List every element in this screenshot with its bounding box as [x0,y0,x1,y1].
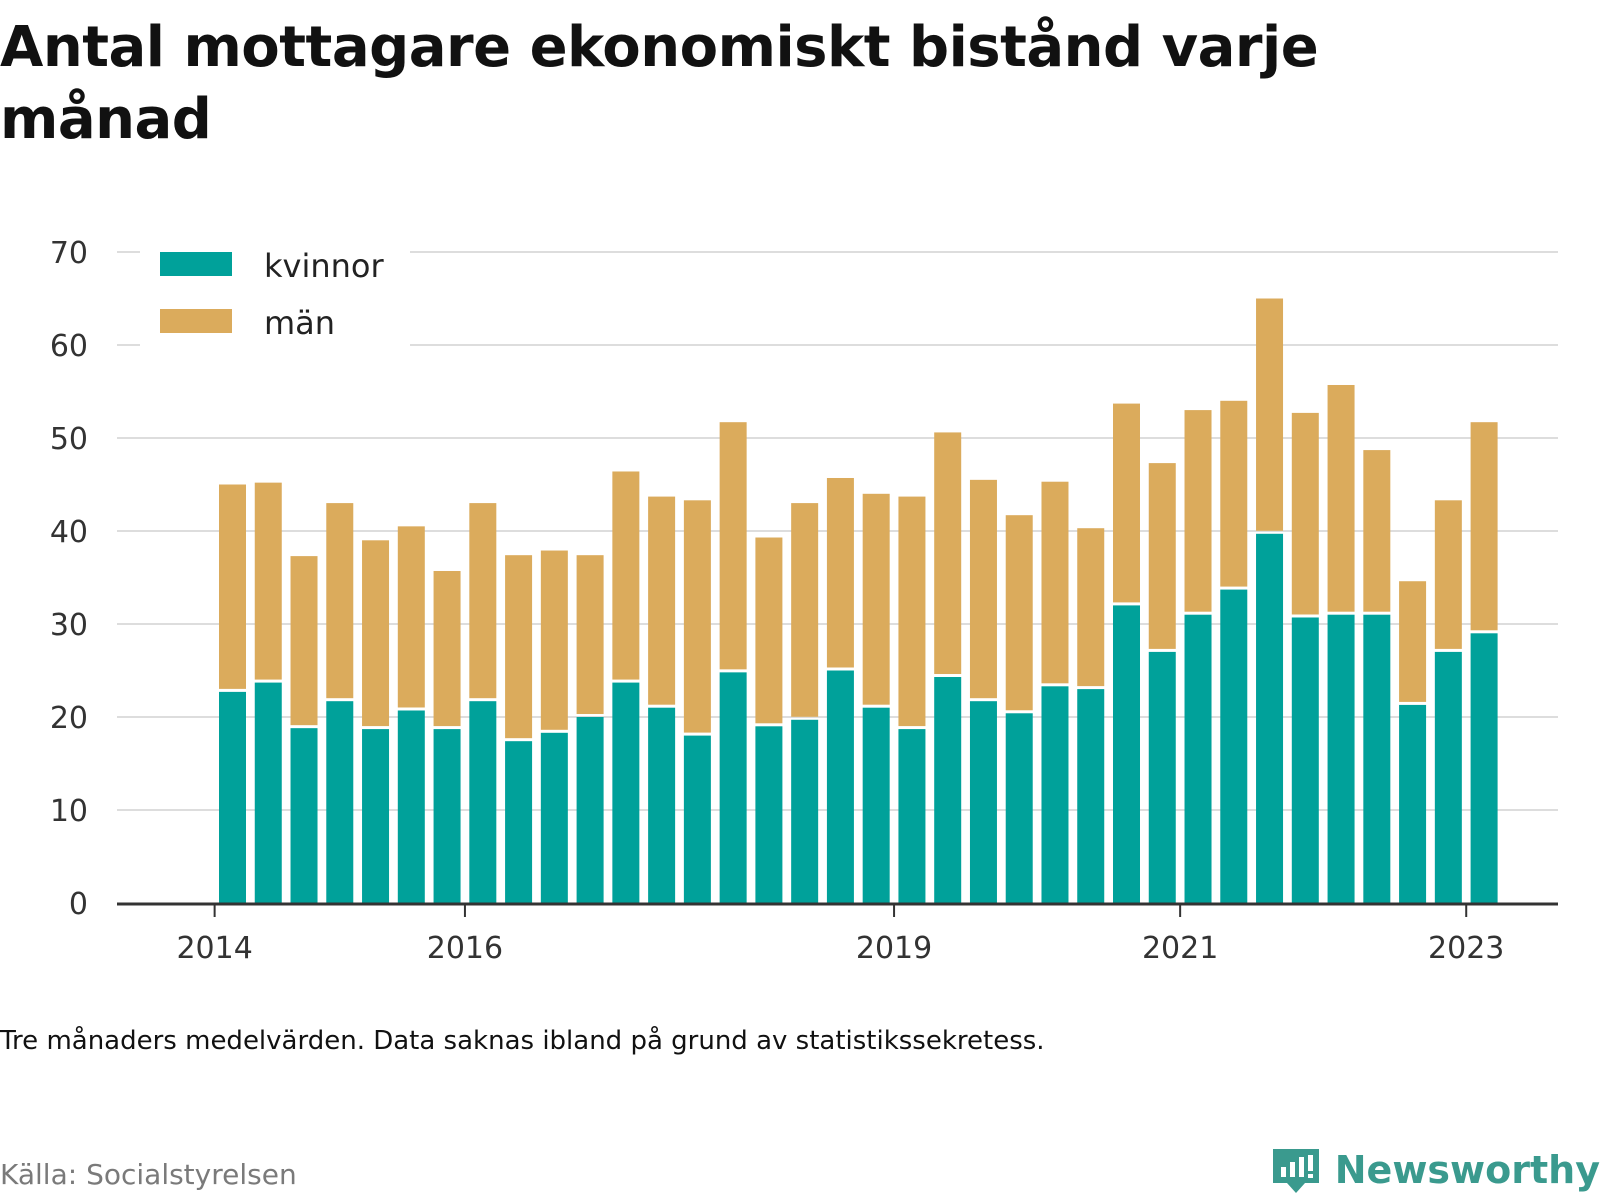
bar-kvinnor [969,701,997,903]
x-tick-label: 2016 [427,931,503,966]
bar-man [1113,403,1140,603]
bar-kvinnor [934,677,962,903]
legend-label-man: män [264,304,335,342]
bar-kvinnor [1005,713,1033,903]
bar-man [326,503,354,699]
bar-man [254,482,282,680]
newsworthy-icon [1272,1149,1319,1193]
bar-kvinnor [1291,617,1319,903]
bar-kvinnor [826,670,854,903]
legend-swatch-man [160,309,232,333]
brand-name: Newsworthy [1334,1148,1600,1192]
bar-kvinnor [469,701,497,903]
legend-swatch-kvinnor [160,252,232,276]
bar-man [969,479,997,699]
bar-kvinnor [397,710,425,903]
brand-logo: Newsworthy [1271,1145,1600,1195]
bar-man [898,496,926,727]
bar-kvinnor [1077,689,1105,903]
bar-kvinnor [1363,614,1391,903]
bar-man [1327,384,1355,612]
bar-man [1041,481,1069,684]
bar-man [362,540,390,727]
chart-note: Tre månaders medelvärden. Data saknas ib… [0,1026,1045,1056]
y-tick-label: 30 [50,608,88,643]
bar-man [505,555,533,739]
bar-kvinnor [1256,533,1284,903]
bar-man [1220,400,1248,587]
bar-man [1399,581,1427,702]
bar-kvinnor [791,719,819,903]
x-tick-label: 2023 [1428,931,1504,966]
bar-kvinnor [755,726,783,903]
bar-man [683,500,711,733]
bar-kvinnor [1327,614,1355,903]
bar-kvinnor [1470,633,1498,903]
y-tick-label: 60 [50,329,88,364]
chart-title: Antal mottagare ekonomiskt bistånd varje… [0,15,1319,152]
bar-man [1434,500,1462,649]
bar-kvinnor [540,732,568,903]
bar-man [397,526,425,708]
bar-man [612,471,640,680]
stacked-bar-chart: 0 10 20 30 40 50 60 70 2014 2016 2019 2021 2023 kvin… [49,230,1558,966]
axes: 0 10 20 30 40 50 60 70 2014 2016 2019 2021 2023 [50,236,1558,966]
bar-man [1077,528,1105,687]
bar-man [219,484,246,689]
bar-man [934,432,962,675]
bar-man [1184,410,1212,612]
legend: kvinnor män [140,230,410,348]
bar-man [719,422,747,670]
bar-man [469,503,497,699]
bar-kvinnor [576,717,604,903]
bar-man [1256,298,1284,531]
bar-kvinnor [254,682,282,903]
y-tick-label: 70 [50,236,88,271]
bar-kvinnor [1220,589,1248,903]
y-tick-label: 50 [50,422,88,457]
bars [219,298,1498,903]
bar-kvinnor [290,728,318,903]
bar-man [755,537,783,724]
y-tick-label: 40 [50,515,88,550]
bar-man [862,493,890,705]
bar-kvinnor [1113,605,1140,903]
bar-man [1470,422,1498,631]
bar-kvinnor [612,682,640,903]
bar-kvinnor [1434,651,1462,903]
bar-man [1148,463,1176,649]
bar-man [648,496,676,705]
bar-kvinnor [505,741,533,903]
y-tick-label: 20 [50,701,88,736]
legend-label-kvinnor: kvinnor [264,247,385,285]
bar-man [290,556,318,726]
bar-man [540,550,568,730]
bar-kvinnor [326,701,354,903]
x-tick-label: 2014 [176,931,252,966]
bar-kvinnor [1148,651,1176,903]
y-tick-label: 10 [50,794,88,829]
x-tick-label: 2019 [856,931,932,966]
bar-man [1291,412,1319,615]
source-text: Källa: Socialstyrelsen [0,1158,297,1191]
bar-man [791,503,819,717]
bar-kvinnor [719,672,747,903]
y-tick-label: 0 [69,887,88,922]
bar-kvinnor [683,735,711,903]
bar-kvinnor [898,729,926,903]
bar-man [826,477,854,668]
bar-kvinnor [1184,614,1212,903]
x-tick-label: 2021 [1142,931,1218,966]
bar-man [1005,515,1033,711]
bar-kvinnor [362,729,390,903]
bar-kvinnor [433,729,461,903]
bar-kvinnor [648,707,676,903]
bar-kvinnor [862,707,890,903]
bar-man [576,555,604,714]
bar-kvinnor [1399,704,1427,903]
bar-man [1363,450,1391,612]
bar-kvinnor [219,691,246,903]
bar-kvinnor [1041,686,1069,903]
bar-man [433,570,461,727]
